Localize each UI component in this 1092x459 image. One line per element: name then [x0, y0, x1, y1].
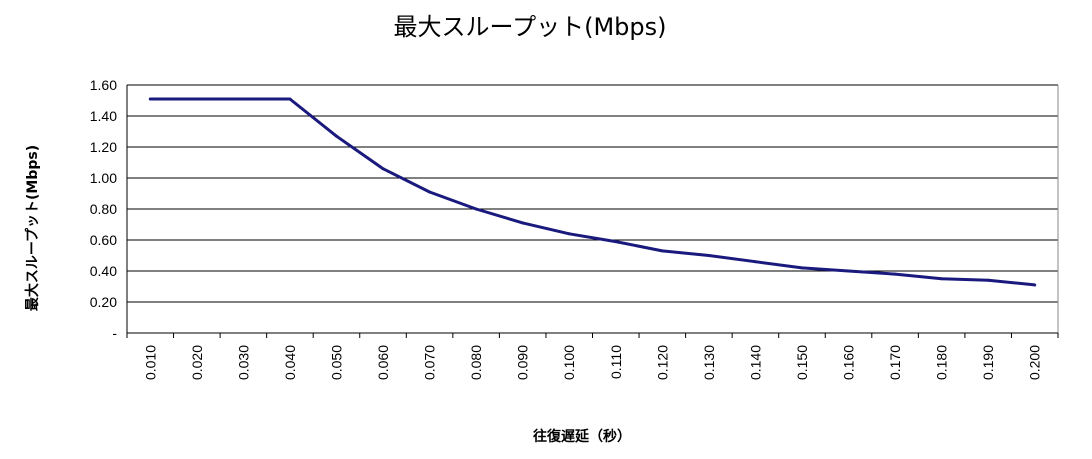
data-point: [428, 190, 432, 194]
data-point: [334, 134, 338, 138]
y-tick-label: 1.40: [90, 108, 117, 124]
y-axis-title: 最大スループット(Mbps): [24, 145, 41, 311]
data-point: [753, 260, 757, 264]
data-point: [241, 97, 245, 101]
data-point: [521, 221, 525, 225]
x-tick-label: 0.090: [515, 345, 531, 380]
x-tick-label: 0.130: [701, 345, 717, 380]
x-tick-label: 0.010: [142, 345, 158, 380]
x-axis-title: 往復遅延（秒）: [533, 428, 631, 445]
y-tick-label: 1.20: [90, 139, 117, 155]
data-point: [148, 97, 152, 101]
data-point: [660, 249, 664, 253]
y-tick-label: 0.20: [90, 294, 117, 310]
x-tick-label: 0.040: [282, 345, 298, 380]
data-point: [195, 97, 199, 101]
plot-area: - 0.20 0.40 0.60 0.80 1.00 1.20 1.40 1.60 0.010 0.…: [90, 77, 1059, 380]
x-tick-label: 0.060: [375, 345, 391, 380]
data-point: [847, 269, 851, 273]
data-point: [614, 240, 618, 244]
y-tick-label: -: [112, 325, 117, 341]
data-point: [707, 254, 711, 257]
data-point: [800, 266, 804, 270]
y-tick-label: 0.60: [90, 232, 117, 248]
y-tick-label: 0.80: [90, 201, 117, 217]
x-tick-label: 0.190: [980, 345, 996, 380]
data-point: [893, 272, 897, 276]
data-point: [940, 277, 944, 281]
y-tick-label: 1.00: [90, 170, 117, 186]
x-tick-label: 0.180: [934, 345, 950, 380]
x-tick-label: 0.100: [561, 345, 577, 380]
x-tick-label: 0.050: [328, 345, 344, 380]
x-tick-label: 0.200: [1027, 345, 1043, 380]
chart-title: 最大スループット(Mbps): [394, 13, 667, 41]
x-tick-label: 0.110: [608, 345, 624, 379]
x-tick-label: 0.080: [468, 345, 484, 380]
x-tick-label: 0.030: [235, 345, 251, 380]
data-point: [986, 278, 990, 282]
data-point: [474, 207, 478, 211]
data-point: [567, 232, 571, 236]
x-tick-label: 0.020: [189, 345, 205, 380]
x-tick-label: 0.160: [841, 345, 857, 380]
x-tick-label: 0.070: [422, 345, 438, 380]
data-point: [288, 97, 292, 101]
y-tick-label: 1.60: [90, 77, 117, 93]
data-point: [381, 167, 385, 171]
x-tick-label: 0.170: [887, 345, 903, 380]
data-point: [1033, 283, 1037, 287]
x-tick-label: 0.150: [794, 345, 810, 380]
y-tick-label: 0.40: [90, 263, 117, 279]
x-tick-label: 0.140: [747, 345, 763, 380]
series-line: [150, 97, 1035, 287]
x-tick-label: 0.120: [654, 345, 670, 380]
